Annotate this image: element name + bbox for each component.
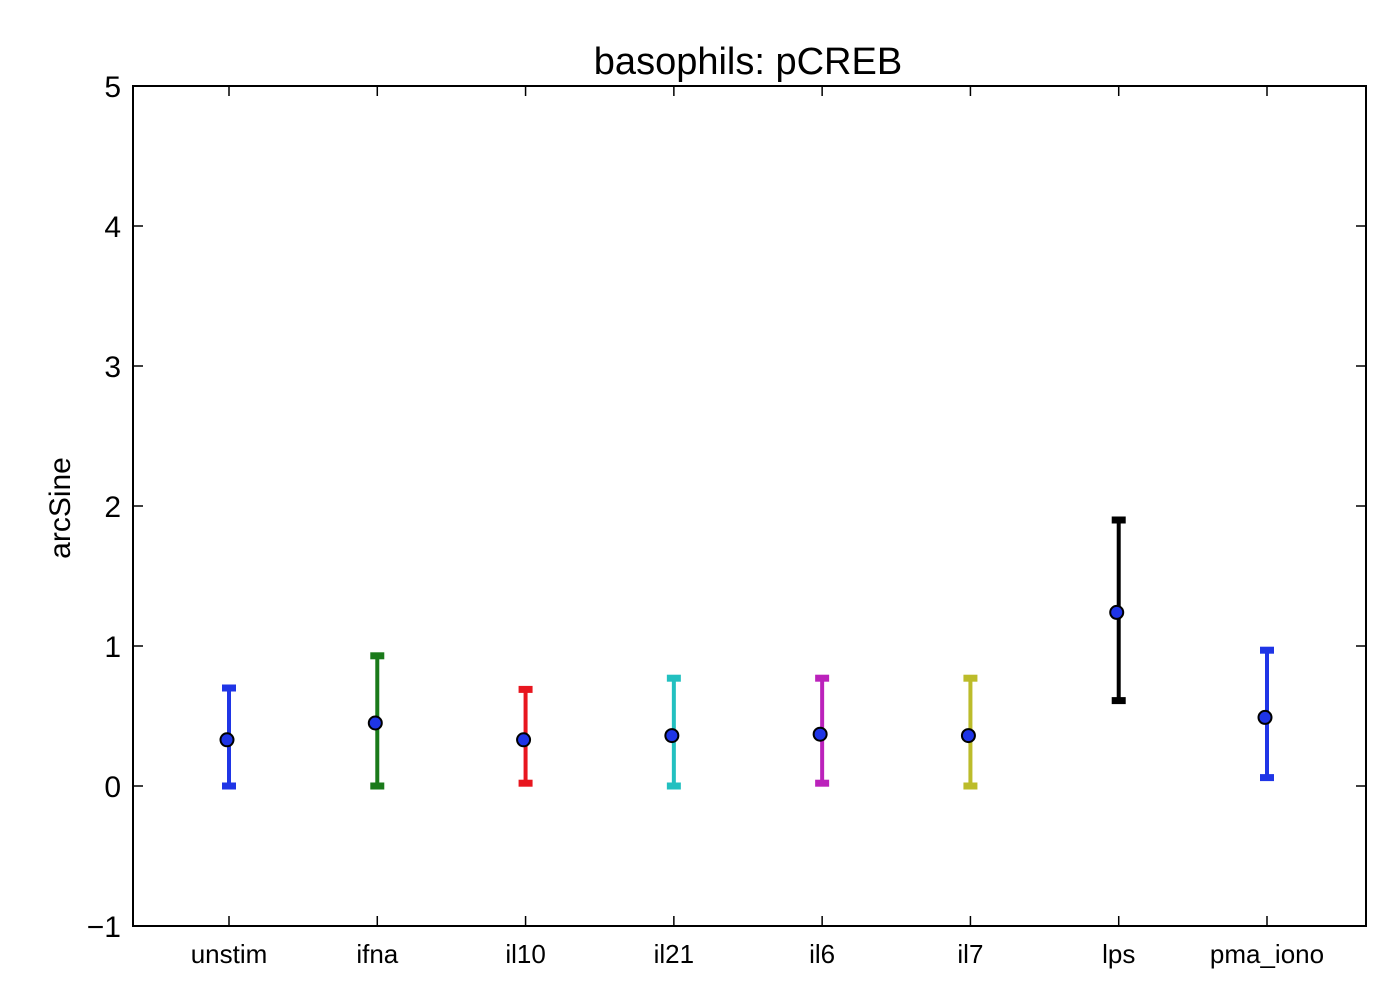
data-point [1257, 709, 1273, 725]
x-tick-label: il6 [809, 939, 835, 969]
error-bar-il10 [516, 685, 533, 787]
data-point [516, 732, 532, 748]
plot-area-frame [132, 85, 1367, 927]
y-tick-label: −1 [87, 911, 121, 944]
x-tick-label: ifna [356, 939, 398, 969]
x-axis: unstim ifna il10 il21 il6 il7 lps pma_iono [191, 86, 1324, 969]
y-tick-label: 4 [104, 211, 121, 244]
data-point [664, 728, 680, 744]
error-bar-il7 [960, 674, 978, 790]
data-point [219, 732, 235, 748]
y-axis-label: arcSine [44, 457, 77, 559]
y-axis: −1 0 1 2 3 4 5 [87, 71, 1366, 944]
error-bar-pma_iono [1257, 646, 1274, 782]
error-bar-ifna [367, 652, 385, 790]
x-tick-label: il21 [654, 939, 694, 969]
x-tick-label: pma_iono [1210, 939, 1324, 969]
x-tick-label: il10 [505, 939, 545, 969]
y-tick-label: 1 [104, 631, 121, 664]
error-bars [219, 516, 1274, 790]
x-tick-label: il7 [957, 939, 983, 969]
data-point [1109, 604, 1125, 620]
y-tick-label: 5 [104, 71, 121, 104]
error-bar-il6 [812, 674, 830, 787]
data-point [960, 728, 976, 744]
x-tick-label: unstim [191, 939, 268, 969]
chart-title: basophils: pCREB [594, 41, 902, 83]
y-tick-label: 2 [104, 491, 121, 524]
error-bar-lps [1109, 516, 1126, 705]
data-point [812, 726, 828, 742]
y-tick-label: 3 [104, 351, 121, 384]
error-bar-il21 [664, 674, 681, 790]
x-tick-label: lps [1102, 939, 1135, 969]
y-tick-label: 0 [104, 771, 121, 804]
data-point [367, 715, 383, 731]
error-bar-unstim [219, 684, 236, 790]
